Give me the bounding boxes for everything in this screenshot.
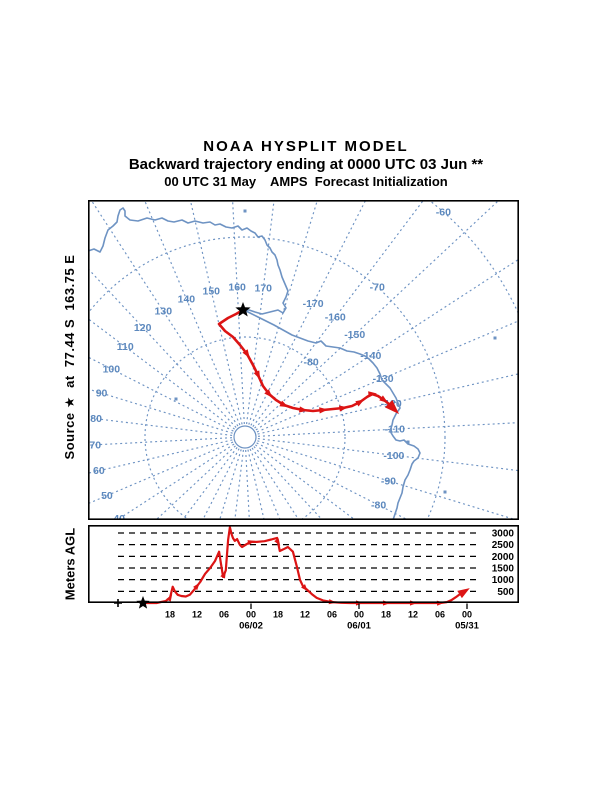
hour-tick-label: 12 [408, 610, 418, 620]
meters-agl-label: Meters AGL [62, 527, 78, 601]
height-tick-label: 1000 [492, 575, 515, 586]
hour-tick-label: 06 [435, 610, 445, 620]
profile-markers [166, 538, 470, 606]
trajectory-6h-marker [279, 400, 289, 408]
title-block: NOAA HYSPLIT MODEL Backward trajectory e… [0, 138, 612, 190]
longitude-label: 140 [178, 293, 196, 305]
longitude-label: 40 [113, 513, 125, 520]
profile-gridlines [118, 532, 478, 592]
trajectory-6h-marker [253, 370, 261, 380]
hour-tick-label: 00 [462, 610, 472, 620]
latitude-label: -80 [304, 356, 319, 368]
longitude-label: -100 [383, 450, 404, 462]
trajectory-end-arrow [384, 399, 400, 415]
profile-6h-marker [247, 540, 256, 546]
profile-6h-marker [274, 538, 281, 546]
source-star [235, 302, 251, 317]
pole-circle [233, 425, 257, 449]
longitude-label: -160 [325, 312, 346, 324]
profile-border [88, 524, 519, 603]
hour-tick-label: 00 [246, 610, 256, 620]
latitude-label: -70 [370, 281, 385, 293]
hour-tick-label: 12 [300, 610, 310, 620]
date-label: 06/02 [239, 621, 263, 632]
longitude-label: 70 [89, 439, 101, 451]
profile-6h-marker [166, 594, 173, 602]
trajectory-markers [242, 349, 400, 415]
island-dot [174, 397, 178, 401]
date-label: 06/01 [347, 621, 371, 632]
profile-end-arrow [457, 588, 470, 599]
longitude-label: -90 [381, 475, 396, 487]
hour-tick-label: 06 [327, 610, 337, 620]
hour-tick-label: 12 [192, 610, 202, 620]
longitude-label: -140 [360, 350, 381, 362]
trajectory-6h-marker [319, 407, 328, 414]
height-tick-label: 500 [497, 587, 514, 598]
height-tick-label: 2000 [492, 552, 515, 563]
trajectory-6h-marker [355, 399, 365, 407]
hour-tick-label: 18 [165, 610, 175, 620]
hour-tick-label: 06 [219, 610, 229, 620]
profile-6h-marker [301, 584, 308, 592]
height-tick-label: 1500 [492, 564, 515, 575]
map-border [88, 200, 519, 520]
island-dot [406, 440, 410, 444]
longitude-label: 80 [90, 413, 102, 425]
trajectory-6h-marker [338, 405, 348, 412]
longitude-label: 110 [117, 341, 134, 353]
trajectory-6h-marker [379, 395, 389, 403]
island-dot [493, 336, 497, 340]
trajectory-6h-marker [298, 406, 308, 413]
lat-lon-grid [88, 200, 519, 520]
longitude-label: 150 [202, 285, 220, 297]
profile-6h-marker [220, 570, 226, 579]
longitude-label: -130 [373, 373, 394, 385]
longitude-label: 160 [228, 282, 246, 294]
longitude-label: 120 [134, 322, 152, 334]
longitude-label: -150 [344, 329, 365, 341]
island-dot [243, 209, 247, 213]
initialization-title: 00 UTC 31 May AMPS Forecast Initializati… [164, 174, 448, 189]
trajectory-title: Backward trajectory ending at 0000 UTC 0… [128, 156, 484, 173]
trajectory-6h-marker [264, 389, 273, 398]
longitude-label: 170 [255, 283, 273, 295]
trajectory-6h-marker [368, 391, 377, 398]
date-label: 05/31 [455, 621, 479, 632]
height-tick-label: 2500 [492, 540, 515, 551]
longitude-label: -110 [385, 424, 406, 436]
profile-6h-marker [193, 582, 200, 591]
longitude-label: 60 [93, 465, 105, 477]
coastline [88, 207, 421, 520]
model-title: NOAA HYSPLIT MODEL [203, 138, 409, 155]
longitude-label: -170 [303, 298, 324, 310]
latitude-label: -60 [436, 206, 451, 218]
longitude-label: 90 [96, 388, 108, 400]
longitude-label: 130 [155, 306, 173, 318]
island-dot [443, 490, 447, 494]
hour-tick-label: 18 [381, 610, 391, 620]
height-tick-label: 3000 [492, 529, 515, 540]
hour-tick-label: 18 [273, 610, 283, 620]
longitude-label: 100 [103, 363, 121, 375]
longitude-label: -80 [371, 500, 386, 512]
longitude-label: 50 [101, 490, 113, 502]
trajectory-6h-marker [242, 349, 250, 359]
hour-tick-label: 00 [354, 610, 364, 620]
source-location-label: Source ★ at 77.44 S 163.75 E [62, 254, 77, 460]
